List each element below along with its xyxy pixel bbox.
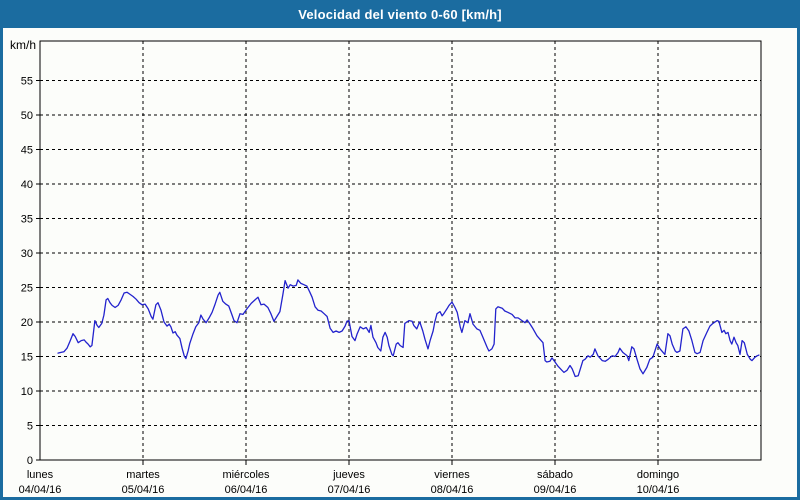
- y-tick-label: 5: [27, 421, 33, 433]
- y-tick-label: 25: [21, 283, 33, 295]
- x-date-label: 07/04/16: [328, 484, 371, 496]
- y-tick-label: 45: [21, 145, 33, 157]
- x-day-label: martes: [126, 469, 160, 481]
- y-tick-label: 40: [21, 179, 33, 191]
- x-date-label: 09/04/16: [534, 484, 577, 496]
- x-date-label: 10/04/16: [637, 484, 680, 496]
- y-tick-label: 15: [21, 352, 33, 364]
- x-day-label: jueves: [332, 469, 365, 481]
- y-tick-label: 55: [21, 76, 33, 88]
- y-tick-label: 30: [21, 248, 33, 260]
- x-date-label: 06/04/16: [225, 484, 268, 496]
- x-day-label: miércoles: [222, 469, 270, 481]
- title-bar: Velocidad del viento 0-60 [km/h]: [0, 0, 800, 28]
- x-date-label: 04/04/16: [19, 484, 62, 496]
- y-tick-label: 50: [21, 110, 33, 122]
- wind-speed-line: [57, 279, 760, 378]
- y-tick-label: 35: [21, 214, 33, 226]
- x-day-label: domingo: [637, 469, 679, 481]
- y-axis-unit-label: km/h: [10, 38, 36, 52]
- x-date-label: 05/04/16: [122, 484, 165, 496]
- x-day-label: viernes: [434, 469, 470, 481]
- x-day-label: sábado: [537, 469, 573, 481]
- y-tick-label: 20: [21, 317, 33, 329]
- chart-frame: [39, 40, 762, 461]
- y-tick-label: 10: [21, 386, 33, 398]
- x-date-label: 08/04/16: [431, 484, 474, 496]
- window-title: Velocidad del viento 0-60 [km/h]: [298, 6, 502, 22]
- x-day-label: lunes: [27, 469, 54, 481]
- y-tick-label: 0: [27, 455, 33, 467]
